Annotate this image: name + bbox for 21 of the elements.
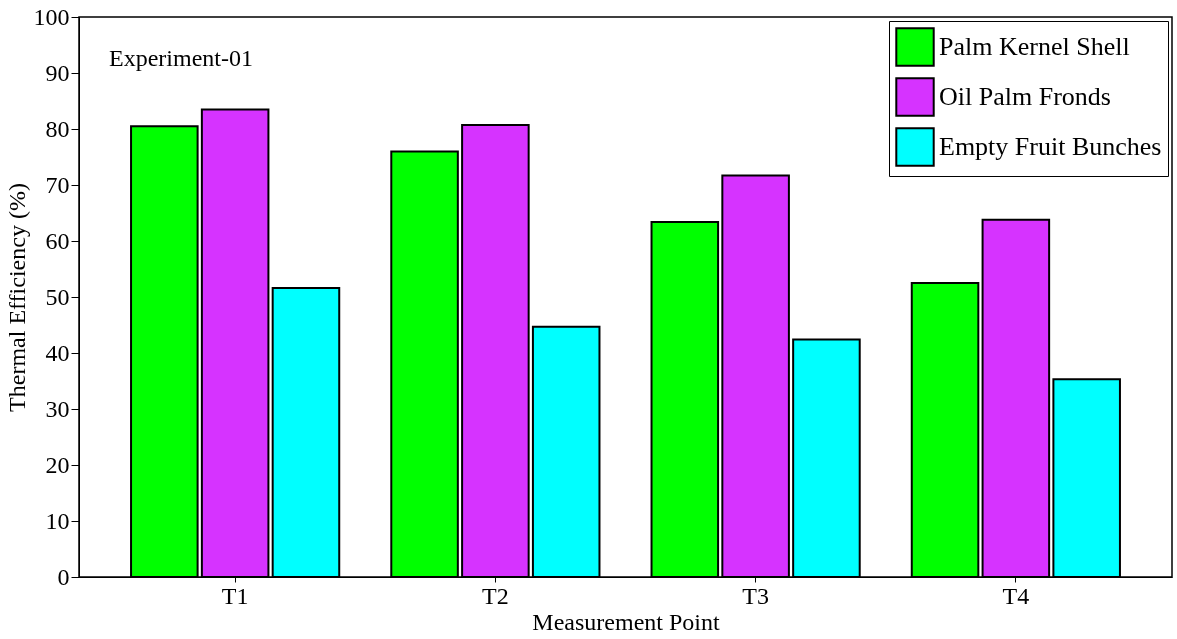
legend-label: Empty Fruit Bunches <box>939 132 1162 161</box>
y-axis-title: Thermal Efficiency (%) <box>3 183 30 412</box>
x-tick-label: T3 <box>742 582 769 609</box>
y-tick-label: 40 <box>45 339 70 366</box>
y-tick-label: 60 <box>45 227 70 254</box>
y-tick-label: 10 <box>45 507 70 534</box>
legend-label: Palm Kernel Shell <box>939 32 1130 61</box>
y-tick-label: 90 <box>45 59 70 86</box>
legend-label: Oil Palm Fronds <box>939 82 1111 111</box>
y-tick-label: 100 <box>33 3 70 30</box>
y-tick-label: 70 <box>45 171 70 198</box>
y-tick-label: 50 <box>45 283 70 310</box>
y-tick-label: 20 <box>45 451 70 478</box>
x-tick-label: T1 <box>221 582 249 609</box>
x-tick-label: T2 <box>482 582 509 609</box>
y-tick-label: 30 <box>45 395 70 422</box>
x-tick-label: T4 <box>1002 582 1030 609</box>
y-tick-label: 80 <box>45 115 70 142</box>
x-axis-title: Measurement Point <box>532 608 720 635</box>
annotation: Experiment-01 <box>109 45 253 71</box>
y-tick-label: 0 <box>57 563 70 590</box>
